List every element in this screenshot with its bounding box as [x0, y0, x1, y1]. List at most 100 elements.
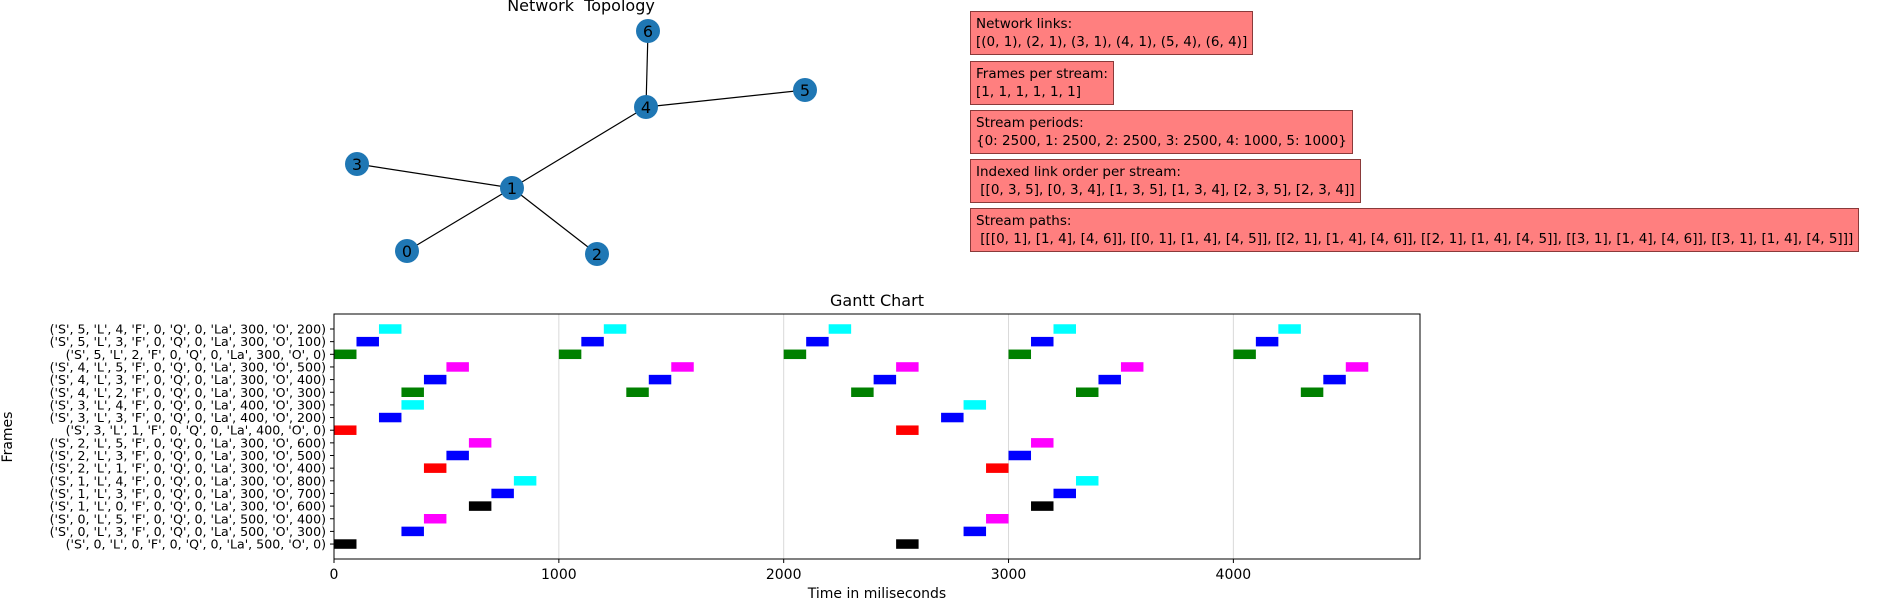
y-tick-label: ('S', 4, 'L', 2, 'F', 0, 'Q', 0, 'La', 3… — [50, 385, 326, 400]
topology-edge — [356, 163, 513, 189]
gantt-bar — [851, 387, 874, 397]
gantt-bar — [401, 387, 424, 397]
info-box-label: Network links: — [976, 16, 1073, 32]
gantt-bar — [783, 349, 807, 360]
gantt-bar — [423, 514, 447, 524]
info-box: Stream periods: {0: 2500, 1: 2500, 2: 250… — [970, 110, 1353, 154]
gantt-bar — [896, 425, 919, 435]
topology-edge — [406, 187, 513, 252]
gantt-bar — [558, 349, 582, 360]
gantt-bar — [1323, 374, 1346, 385]
gantt-bar — [963, 400, 987, 410]
topology-edge — [645, 89, 806, 108]
gantt-bar — [334, 539, 357, 549]
topology-node — [585, 242, 609, 266]
x-tick-label: 2000 — [766, 567, 802, 583]
gantt-bar — [806, 336, 829, 347]
topology-node — [636, 19, 660, 43]
x-tick-label: 0 — [330, 567, 339, 583]
gantt-bar — [1278, 324, 1301, 334]
topology-node — [500, 176, 524, 200]
topology-node — [395, 239, 419, 263]
info-box-label: Frames per stream: — [976, 66, 1108, 82]
gantt-bar — [378, 324, 402, 334]
y-tick-label: ('S', 4, 'L', 3, 'F', 0, 'Q', 0, 'La', 3… — [50, 372, 326, 387]
gantt-bar — [626, 387, 649, 397]
gantt-bar — [1120, 362, 1144, 372]
topology-node — [634, 95, 658, 119]
y-tick-label: ('S', 5, 'L', 2, 'F', 0, 'Q', 0, 'La', 3… — [66, 347, 326, 362]
info-box: Network links: [(0, 1), (2, 1), (3, 1), (… — [970, 11, 1254, 55]
topology-edge — [645, 30, 649, 108]
topology-node — [345, 152, 369, 176]
gantt-bar — [401, 526, 424, 537]
info-box-value: [(0, 1), (2, 1), (3, 1), (4, 1), (5, 4),… — [976, 34, 1248, 50]
gantt-bar — [1345, 362, 1369, 372]
topology-node-label: 1 — [507, 179, 517, 198]
gantt-bar — [1031, 438, 1054, 448]
gantt-bar — [334, 349, 357, 360]
x-tick-label: 1000 — [541, 567, 577, 583]
gantt-chart-title: Gantt Chart — [830, 291, 924, 310]
info-box-value: [[[0, 1], [1, 4], [4, 6]], [[0, 1], [1, … — [976, 231, 1854, 247]
gantt-bar — [334, 425, 357, 435]
topology-node — [793, 78, 817, 102]
gantt-bar — [1053, 324, 1076, 334]
gantt-bar — [1053, 488, 1076, 499]
info-box-label: Stream periods: — [976, 115, 1084, 131]
gantt-bar — [1233, 349, 1256, 360]
gantt-bar — [963, 526, 987, 537]
y-tick-label: ('S', 3, 'L', 1, 'F', 0, 'Q', 0, 'La', 4… — [66, 423, 326, 438]
gantt-bar — [1008, 349, 1032, 360]
x-tick-label: 3000 — [991, 567, 1027, 583]
info-box-value: [[0, 3, 5], [0, 3, 4], [1, 3, 5], [1, 3,… — [976, 182, 1355, 198]
y-tick-label: ('S', 2, 'L', 3, 'F', 0, 'Q', 0, 'La', 3… — [50, 448, 326, 463]
info-box-label: Stream paths: — [976, 213, 1072, 229]
gantt-bar — [423, 463, 447, 473]
y-tick-label: ('S', 1, 'L', 4, 'F', 0, 'Q', 0, 'La', 3… — [50, 473, 326, 488]
gantt-bar — [896, 539, 919, 549]
gantt-chart: Gantt Chart 0 1000 2000 3000 4000 ('S', 5, '… — [0, 291, 1421, 602]
topology-edge — [511, 187, 598, 255]
gantt-bar — [468, 501, 492, 511]
info-box: Indexed link order per stream: [[0, 3, 5… — [970, 159, 1361, 203]
y-tick-label: ('S', 5, 'L', 3, 'F', 0, 'Q', 0, 'La', 3… — [50, 334, 326, 349]
gantt-bar — [1300, 387, 1324, 397]
gantt-bar — [468, 438, 492, 448]
gantt-y-axis-label: Frames — [0, 412, 16, 463]
y-tick-label: ('S', 5, 'L', 4, 'F', 0, 'Q', 0, 'La', 3… — [50, 322, 326, 337]
info-box-label: Indexed link order per stream: — [976, 164, 1181, 180]
topology-node-label: 6 — [643, 22, 653, 41]
topology-node-label: 3 — [352, 155, 362, 174]
network-topology-graph: Network Topology 0 1 2 3 4 5 6 — [345, 0, 817, 266]
topology-edge — [511, 106, 647, 189]
gantt-bar — [513, 476, 537, 486]
gantt-bar — [648, 374, 672, 385]
gantt-bar — [446, 450, 469, 461]
gantt-bar — [1075, 476, 1099, 486]
gantt-bar — [1031, 501, 1054, 511]
info-box: Stream paths: [[[0, 1], [1, 4], [4, 6]],… — [970, 208, 1860, 252]
gantt-bar — [1075, 387, 1099, 397]
gantt-bar — [423, 374, 447, 385]
x-tick-label: 4000 — [1216, 567, 1252, 583]
y-tick-label: ('S', 2, 'L', 5, 'F', 0, 'Q', 0, 'La', 3… — [50, 435, 326, 450]
info-box-value: [1, 1, 1, 1, 1, 1] — [976, 84, 1081, 100]
gantt-bar — [828, 324, 852, 334]
gantt-bar — [896, 362, 919, 372]
topology-node-label: 0 — [402, 242, 412, 261]
gantt-bar — [1031, 336, 1054, 347]
gantt-bar — [671, 362, 694, 372]
y-tick-label: ('S', 2, 'L', 1, 'F', 0, 'Q', 0, 'La', 3… — [50, 461, 326, 476]
gantt-bar — [986, 514, 1009, 524]
gantt-bar — [1008, 450, 1032, 461]
y-tick-label: ('S', 3, 'L', 3, 'F', 0, 'Q', 0, 'La', 4… — [50, 410, 326, 425]
gantt-bar — [941, 412, 964, 423]
gantt-bar — [356, 336, 379, 347]
gantt-bar — [446, 362, 469, 372]
gantt-bar — [581, 336, 604, 347]
gantt-bar — [491, 488, 514, 499]
gantt-x-axis-label: Time in miliseconds — [807, 586, 946, 602]
gantt-bar — [401, 400, 424, 410]
